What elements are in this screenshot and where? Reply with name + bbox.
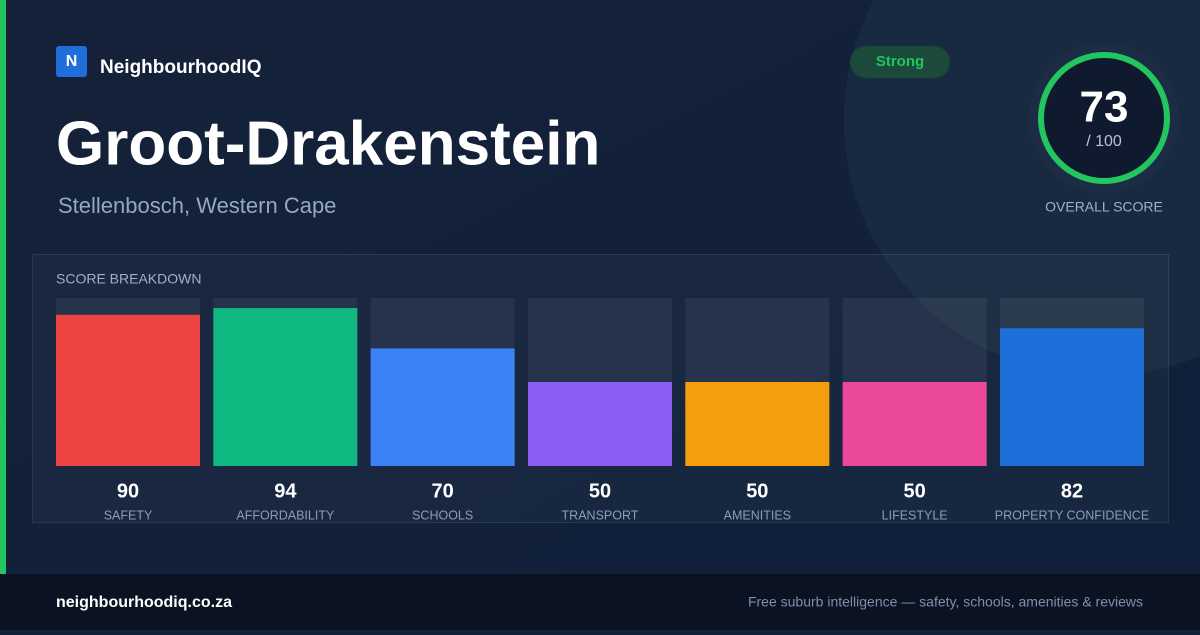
value-label: 82	[1061, 480, 1083, 502]
logo-letter: N	[66, 53, 78, 70]
footer	[0, 574, 1200, 630]
logo	[56, 46, 87, 77]
bar	[527, 382, 672, 466]
value-label: 50	[589, 480, 611, 502]
bar	[842, 382, 987, 466]
badge-text: Strong	[876, 53, 924, 70]
brand-name: NeighbourhoodIQ	[100, 57, 261, 78]
badge	[850, 46, 950, 78]
value-label: 50	[746, 480, 768, 502]
accent-stripe	[0, 0, 6, 574]
footer-tagline: Free suburb intelligence — safety, schoo…	[748, 594, 1143, 610]
score-ring	[1038, 52, 1170, 184]
category-label: SCHOOLS	[412, 508, 473, 522]
bar	[56, 314, 200, 466]
value-label: 70	[432, 480, 454, 502]
category-label: AFFORDABILITY	[236, 508, 335, 522]
bar	[370, 348, 515, 466]
value-label: 90	[117, 480, 139, 502]
chart-title: SCORE BREAKDOWN	[56, 271, 201, 287]
bar	[213, 308, 358, 466]
score-value: 73	[1080, 83, 1129, 132]
category-label: AMENITIES	[724, 508, 791, 522]
category-label: SAFETY	[104, 508, 153, 522]
category-label: TRANSPORT	[562, 508, 639, 522]
value-label: 94	[274, 480, 297, 502]
footer-site: neighbourhoodiq.co.za	[56, 594, 232, 611]
bar	[999, 328, 1144, 466]
subtitle: Stellenbosch, Western Cape	[58, 193, 336, 218]
title: Groot-Drakenstein	[56, 109, 600, 178]
category-label: PROPERTY CONFIDENCE	[995, 508, 1149, 522]
category-label: LIFESTYLE	[882, 508, 948, 522]
bar	[685, 382, 830, 466]
value-label: 50	[904, 480, 926, 502]
score-label: OVERALL SCORE	[1045, 199, 1163, 215]
breakdown-panel	[32, 254, 1169, 523]
score-out-of: / 100	[1086, 133, 1122, 150]
